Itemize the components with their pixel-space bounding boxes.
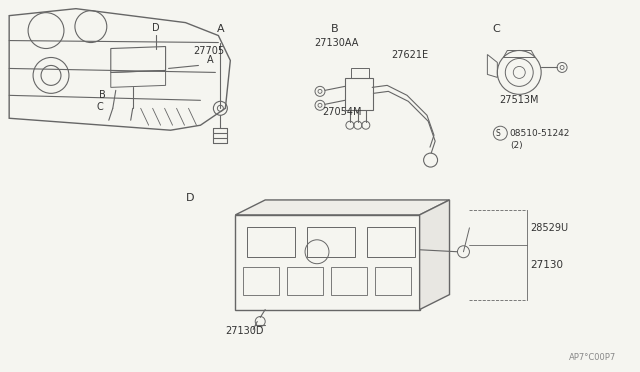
Text: 27513M: 27513M (499, 95, 539, 105)
Text: 27130D: 27130D (225, 327, 264, 336)
Text: D: D (152, 23, 159, 33)
Text: (2): (2) (510, 141, 523, 150)
Text: AP7°C00P7: AP7°C00P7 (569, 353, 616, 362)
Text: B: B (99, 90, 106, 100)
Polygon shape (420, 200, 449, 310)
Text: A: A (216, 23, 224, 33)
Text: 27130AA: 27130AA (314, 38, 358, 48)
Text: 27054M: 27054M (322, 107, 362, 117)
Text: S: S (496, 129, 500, 138)
Text: 08510-51242: 08510-51242 (509, 129, 570, 138)
Polygon shape (236, 200, 449, 215)
Text: 27130: 27130 (530, 260, 563, 270)
Text: 27705: 27705 (193, 45, 225, 55)
Polygon shape (236, 215, 420, 310)
Text: A: A (207, 55, 214, 65)
Text: B: B (331, 23, 339, 33)
Text: 27621E: 27621E (392, 51, 429, 61)
Text: C: C (492, 23, 500, 33)
Text: C: C (97, 102, 104, 112)
Text: D: D (186, 193, 195, 203)
Text: 28529U: 28529U (530, 223, 568, 233)
